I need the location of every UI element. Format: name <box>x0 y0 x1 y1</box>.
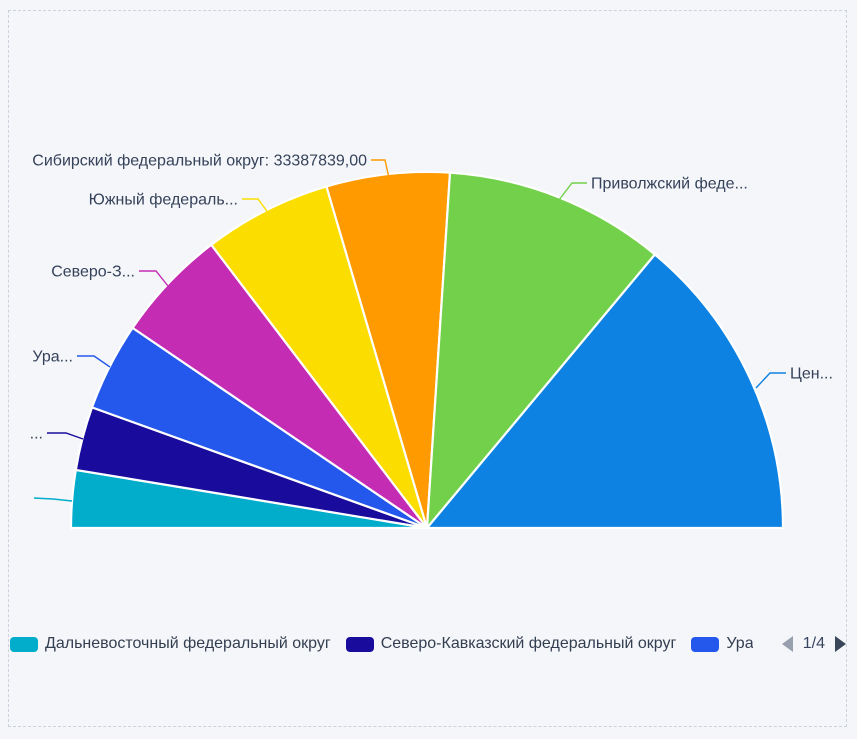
legend-item-1[interactable]: Северо-Кавказский федеральный округ <box>345 635 677 653</box>
callout-line-uralsky <box>77 355 111 368</box>
legend-item-0[interactable]: Дальневосточный федеральный округ <box>10 635 331 653</box>
callout-label-severo-kavkazsky: ... <box>30 425 43 442</box>
legend-page-indicator: 1/4 <box>802 635 825 652</box>
legend-item-label: Северо-Кавказский федеральный округ <box>380 635 677 652</box>
legend-prev-page-icon[interactable] <box>781 636 793 652</box>
callout-label-uralsky: Ура... <box>32 348 73 365</box>
callout-line-severo-zapadny <box>139 270 169 287</box>
legend-swatch <box>691 636 720 652</box>
callout-line-yuzhny <box>242 198 270 215</box>
callout-line-dalnevostochny <box>33 497 73 502</box>
callout-label-sibirsky: Сибирский федеральный округ: 33387839,00 <box>32 152 367 169</box>
callout-line-central <box>755 372 786 389</box>
callout-label-privolzhsky: Приволжский феде... <box>591 175 748 192</box>
callout-label-yuzhny: Южный федераль... <box>89 191 238 208</box>
callout-label-central: Цен... <box>790 365 833 382</box>
legend-item-label: Дальневосточный федеральный округ <box>45 635 331 652</box>
legend: Дальневосточный федеральный округ Северо-… <box>10 631 848 657</box>
legend-next-page-icon[interactable] <box>835 636 846 652</box>
legend-pager: 1/4 <box>781 635 848 653</box>
callout-label-severo-zapadny: Северо-З... <box>51 263 135 280</box>
pie-slice-privolzhsky[interactable] <box>425 171 656 530</box>
legend-swatch <box>10 636 38 652</box>
pie-slice-central[interactable] <box>425 253 785 530</box>
legend-swatch <box>345 636 374 652</box>
callout-line-severo-kavkazsky <box>47 432 84 440</box>
callout-line-privolzhsky <box>558 182 587 201</box>
callout-line-sibirsky <box>371 159 390 179</box>
legend-item-2[interactable]: Ура <box>691 635 753 653</box>
legend-item-label: Ура <box>726 635 754 652</box>
